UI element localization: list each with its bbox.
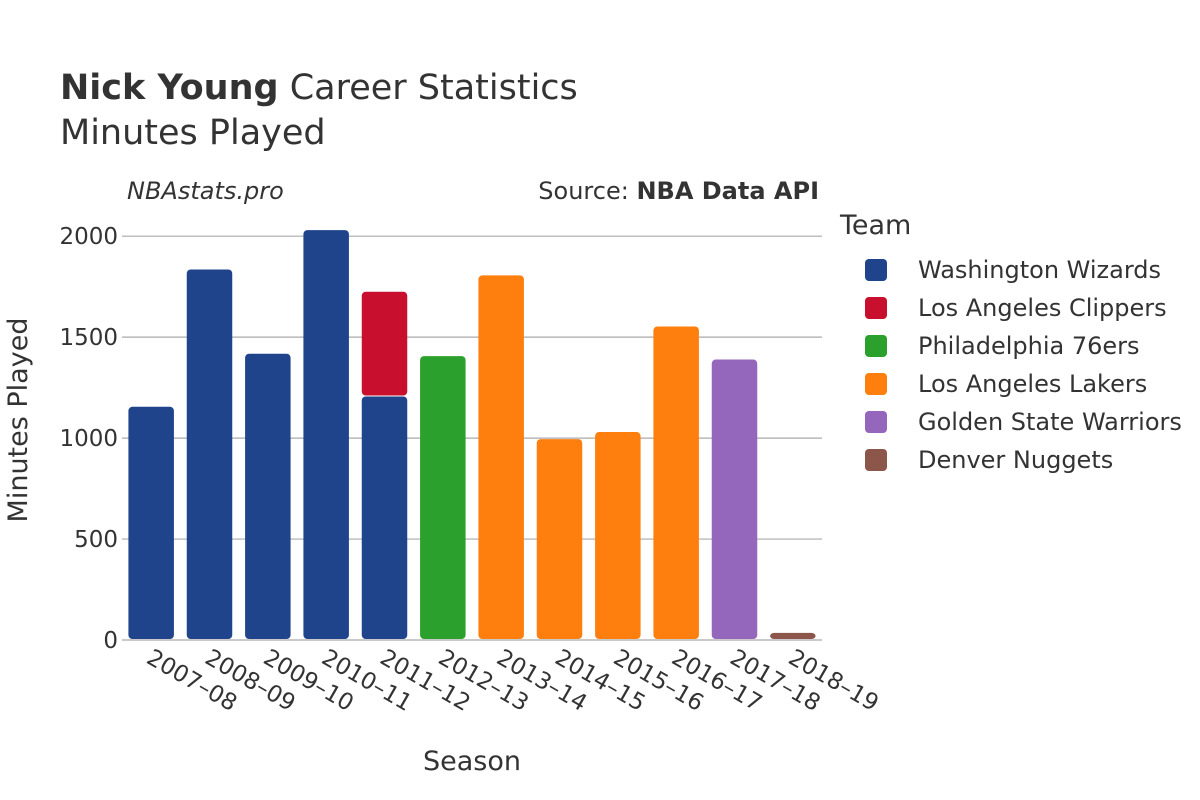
legend-swatch — [865, 373, 887, 395]
legend-item[interactable]: Denver Nuggets — [840, 441, 1182, 479]
legend-item[interactable]: Washington Wizards — [840, 251, 1182, 289]
bar-segment — [536, 439, 583, 639]
legend-swatch — [865, 335, 887, 357]
source-value: NBA Data API — [636, 177, 819, 205]
legend-label: Washington Wizards — [918, 256, 1162, 284]
bar-segment — [420, 356, 466, 639]
bar-segment — [653, 326, 699, 639]
x-axis-ticks: 2007–082008–092009–102010–112011–122012–… — [142, 645, 883, 717]
legend-label: Philadelphia 76ers — [918, 332, 1140, 360]
legend-label: Denver Nuggets — [918, 446, 1114, 474]
y-tick-label: 1000 — [59, 426, 118, 452]
y-axis-label: Minutes Played — [3, 318, 34, 523]
bars — [128, 230, 816, 639]
legend-item[interactable]: Philadelphia 76ers — [840, 327, 1182, 365]
source-label: Source: — [538, 177, 637, 205]
y-tick-label: 1500 — [59, 325, 118, 351]
bar-segment — [245, 353, 291, 639]
bar-segment — [186, 269, 233, 639]
bar-segment — [478, 275, 524, 639]
gridlines — [122, 235, 822, 641]
player-name: Nick Young — [60, 68, 279, 108]
legend-item[interactable]: Golden State Warriors — [840, 403, 1182, 441]
legend-swatch — [865, 297, 887, 319]
bar-segment — [361, 291, 408, 396]
legend-item[interactable]: Los Angeles Clippers — [840, 289, 1182, 327]
legend-label: Golden State Warriors — [918, 408, 1182, 436]
bar-segment — [361, 396, 408, 639]
legend-swatch — [865, 259, 887, 281]
y-tick-label: 0 — [103, 628, 118, 654]
legend-item[interactable]: Los Angeles Lakers — [840, 365, 1182, 403]
source-credit: Source: NBA Data API — [538, 177, 819, 205]
chart-title: Nick Young Career Statistics — [60, 66, 578, 110]
legend: Team Washington Wizards Los Angeles Clipp… — [840, 210, 1182, 479]
chart-subtitle: Minutes Played — [60, 113, 326, 153]
title-rest: Career Statistics — [278, 68, 578, 108]
legend-items: Washington Wizards Los Angeles Clippers Ph… — [840, 251, 1182, 479]
bar-segment — [303, 230, 349, 639]
y-tick-label: 500 — [74, 527, 118, 553]
legend-swatch — [865, 449, 887, 471]
legend-swatch — [865, 411, 887, 433]
y-axis-ticks: 0 500 1000 1500 2000 — [59, 224, 118, 654]
bar-segment — [595, 432, 641, 639]
site-watermark: NBAstats.pro — [127, 177, 284, 205]
y-tick-label: 2000 — [59, 224, 118, 250]
bar-segment — [711, 359, 758, 639]
bar-segment — [770, 632, 816, 639]
legend-label: Los Angeles Clippers — [918, 294, 1167, 322]
legend-title: Team — [840, 210, 912, 241]
bar-segment — [128, 406, 174, 639]
x-axis-label: Season — [423, 746, 521, 777]
legend-label: Los Angeles Lakers — [918, 370, 1148, 398]
